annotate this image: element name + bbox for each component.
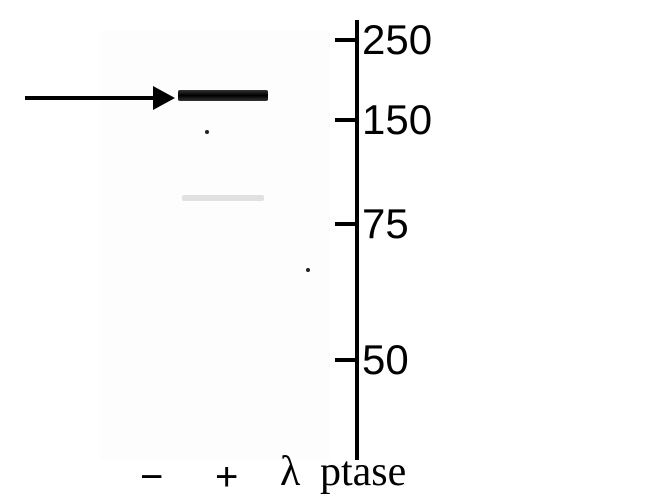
indicator-arrow-head xyxy=(153,86,175,110)
lane-label-plus: + xyxy=(215,455,238,500)
speck xyxy=(306,268,310,272)
molecular-weight-axis xyxy=(355,20,359,460)
ladder-label-250: 250 xyxy=(362,16,432,64)
ladder-tick-75 xyxy=(335,222,355,226)
indicator-arrow-shaft xyxy=(25,96,155,100)
lane-label-minus: − xyxy=(140,455,163,500)
ptase-label: ptase xyxy=(320,448,406,496)
ladder-tick-150 xyxy=(335,118,355,122)
speck xyxy=(205,130,209,134)
primary-band xyxy=(178,90,268,101)
ladder-tick-250 xyxy=(335,38,355,42)
lambda-symbol: λ xyxy=(280,448,300,496)
ladder-tick-50 xyxy=(335,358,355,362)
ladder-label-50: 50 xyxy=(362,336,409,384)
secondary-band xyxy=(182,195,264,201)
ladder-label-150: 150 xyxy=(362,96,432,144)
ladder-label-75: 75 xyxy=(362,200,409,248)
